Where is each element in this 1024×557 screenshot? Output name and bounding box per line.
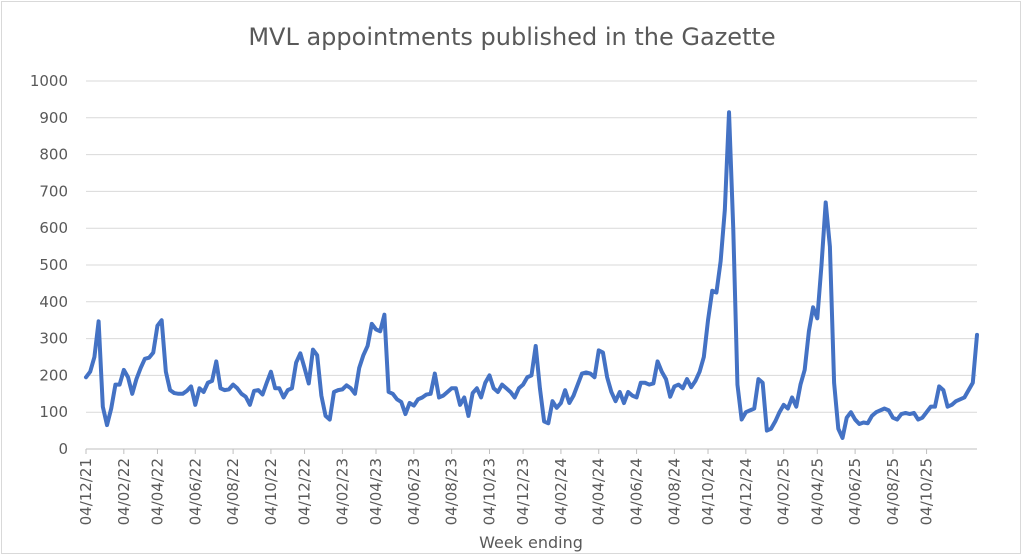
y-tick-label: 300	[39, 330, 68, 348]
x-tick-label: 04/10/24	[699, 458, 717, 525]
y-tick-label: 900	[39, 109, 68, 127]
x-tick-label: 04/08/23	[443, 458, 461, 525]
x-axis-ticks: 04/12/21 04/02/22 04/04/22 04/06/22 04/08/22…	[77, 448, 977, 525]
y-tick-label: 200	[39, 366, 68, 384]
x-tick-label: 04/04/23	[367, 458, 385, 525]
x-tick-label: 04/12/21	[77, 458, 95, 525]
x-tick-label: 04/12/23	[514, 458, 532, 525]
y-tick-label: 100	[39, 403, 68, 421]
x-tick-label: 04/04/24	[590, 458, 608, 525]
x-tick-label: 04/08/22	[224, 458, 242, 525]
x-tick-label: 04/12/22	[296, 458, 314, 525]
x-tick-label: 04/02/25	[775, 458, 793, 525]
y-tick-label: 700	[39, 182, 68, 200]
y-tick-label: 500	[39, 256, 68, 274]
x-tick-label: 04/06/23	[405, 458, 423, 525]
x-tick-label: 04/02/23	[333, 458, 351, 525]
x-tick-label: 04/10/22	[262, 458, 280, 525]
x-tick-label: 04/06/24	[628, 458, 646, 525]
gridlines	[86, 80, 977, 450]
y-tick-label: 600	[39, 219, 68, 237]
x-tick-label: 04/10/25	[918, 458, 936, 525]
y-tick-label: 400	[39, 293, 68, 311]
x-tick-label: 04/08/24	[665, 458, 683, 525]
series-line	[84, 110, 979, 440]
x-tick-label: 04/04/25	[808, 458, 826, 525]
x-tick-label: 04/08/25	[884, 458, 902, 525]
x-tick-label: 04/12/24	[737, 458, 755, 525]
x-tick-label: 04/10/23	[480, 458, 498, 525]
y-tick-label: 1000	[30, 72, 68, 90]
x-tick-label: 04/06/25	[846, 458, 864, 525]
y-axis-ticks: 0 100 200 300 400 500 600 700 800 900 1000	[30, 72, 68, 458]
x-tick-label: 04/02/22	[115, 458, 133, 525]
chart-title: MVL appointments published in the Gazett…	[248, 23, 775, 51]
y-tick-label: 800	[39, 146, 68, 164]
x-tick-label: 04/06/22	[186, 458, 204, 525]
y-tick-label: 0	[58, 440, 68, 458]
x-tick-label: 04/04/22	[148, 458, 166, 525]
x-tick-label: 04/02/24	[552, 458, 570, 525]
x-axis-label: Week ending	[479, 533, 583, 552]
